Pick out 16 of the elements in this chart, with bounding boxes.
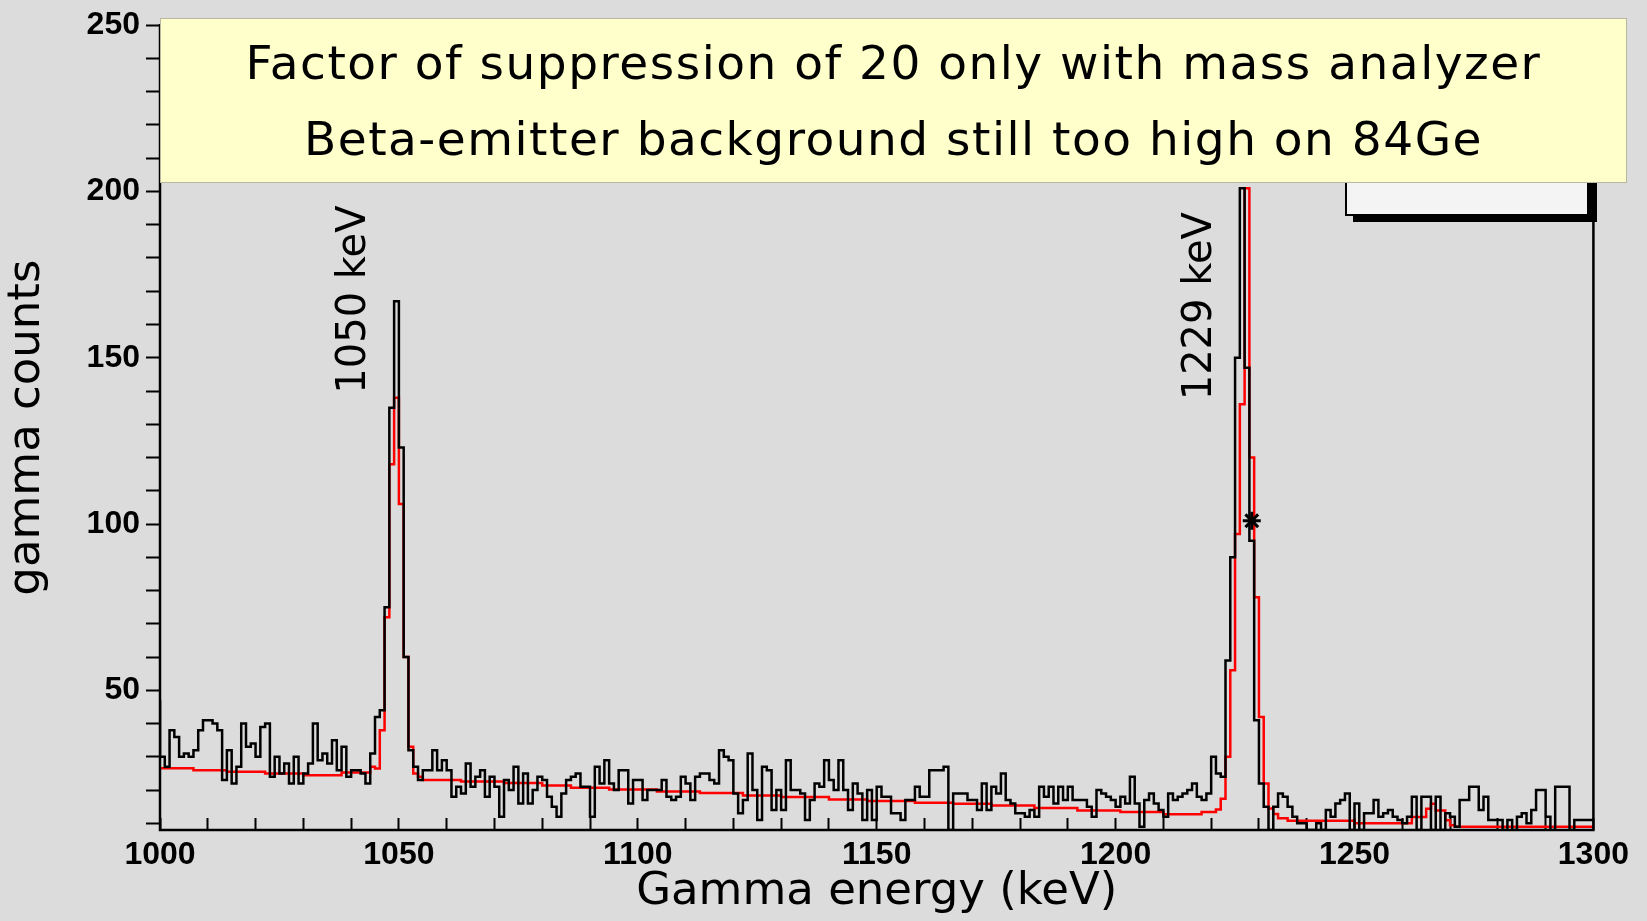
x-tick-label: 1000: [124, 835, 196, 872]
x-tick-label: 1300: [1557, 835, 1629, 872]
annotation: Factor of suppression of 20 only with mass analyzer: [245, 35, 1542, 91]
y-tick-label: 50: [104, 670, 140, 707]
x-tick-label: 1250: [1318, 835, 1391, 872]
note-box: Factor of suppression of 20 only with mass analyzer Beta-emitter background still too high on 84Ge: [160, 18, 1627, 183]
y-tick-label: 100: [86, 503, 140, 540]
y-tick-label: 250: [86, 5, 140, 42]
annotation: 1229 keV: [1174, 211, 1220, 401]
annotation: Beta-emitter background still too high on 84Ge: [303, 110, 1483, 166]
x-tick-label: 1150: [841, 835, 912, 872]
y-tick-label: 200: [86, 171, 140, 208]
annotation: 1050 keV: [328, 204, 375, 394]
y-tick-label: 150: [86, 337, 140, 374]
y-axis-title: gamma counts: [0, 259, 50, 596]
x-tick-label: 1050: [363, 835, 435, 872]
